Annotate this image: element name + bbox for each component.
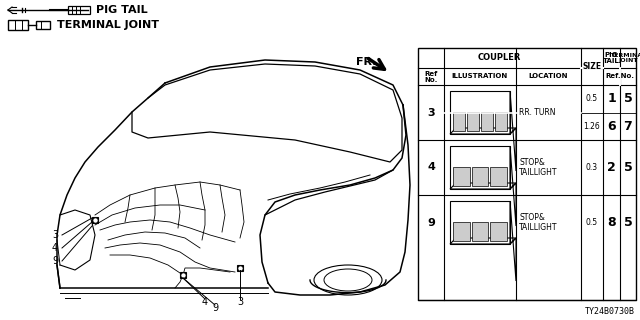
Text: 8: 8	[607, 216, 616, 229]
Text: 0.5: 0.5	[586, 94, 598, 103]
Bar	[450, 146, 510, 189]
Text: 6: 6	[607, 120, 616, 133]
Bar	[450, 91, 510, 134]
Text: 0.5: 0.5	[586, 218, 598, 227]
Text: 9: 9	[52, 256, 58, 266]
Text: 4: 4	[202, 297, 208, 307]
Text: STOP&
TAILLIGHT: STOP& TAILLIGHT	[519, 158, 557, 177]
Text: 1.26: 1.26	[584, 122, 600, 131]
Text: 0.3: 0.3	[586, 163, 598, 172]
Text: 5: 5	[623, 216, 632, 229]
Text: 3: 3	[52, 230, 58, 240]
Text: 7: 7	[623, 120, 632, 133]
Text: 1: 1	[607, 92, 616, 105]
Bar	[481, 112, 493, 131]
Bar	[495, 112, 507, 131]
Bar	[68, 6, 90, 14]
Bar	[453, 222, 470, 241]
Text: 4: 4	[52, 243, 58, 253]
Text: PIG TAIL: PIG TAIL	[96, 5, 148, 15]
Text: 5: 5	[623, 161, 632, 174]
Bar	[36, 21, 50, 29]
Text: 2: 2	[607, 161, 616, 174]
Text: LOCATION: LOCATION	[529, 74, 568, 79]
Text: SIZE: SIZE	[582, 62, 602, 71]
Bar	[450, 201, 510, 244]
Text: PIG
TAIL: PIG TAIL	[603, 52, 620, 64]
Text: TY24B0730B: TY24B0730B	[585, 307, 635, 316]
Text: 9: 9	[427, 218, 435, 228]
Text: RR. TURN: RR. TURN	[519, 108, 556, 117]
Bar	[472, 222, 488, 241]
Bar	[8, 20, 28, 30]
Text: STOP&
TAILLIGHT: STOP& TAILLIGHT	[519, 213, 557, 232]
Text: COUPLER: COUPLER	[478, 53, 521, 62]
Text: 4: 4	[427, 163, 435, 172]
Text: 3: 3	[427, 108, 435, 117]
Bar	[418, 48, 636, 300]
Text: TERMINAL
JOINT: TERMINAL JOINT	[610, 53, 640, 63]
Bar	[490, 167, 507, 186]
Bar	[237, 265, 243, 271]
Text: ILLUSTRATION: ILLUSTRATION	[452, 74, 508, 79]
Bar	[467, 112, 479, 131]
Bar	[472, 167, 488, 186]
Text: Ref.No.: Ref.No.	[605, 74, 634, 79]
Bar	[92, 217, 98, 223]
Bar	[490, 222, 507, 241]
Text: 5: 5	[623, 92, 632, 105]
Bar	[453, 167, 470, 186]
Text: Ref
No.: Ref No.	[424, 70, 438, 83]
Text: 9: 9	[212, 303, 218, 313]
Bar	[453, 112, 465, 131]
Bar	[180, 272, 186, 278]
Text: 3: 3	[237, 297, 243, 307]
Text: TERMINAL JOINT: TERMINAL JOINT	[57, 20, 159, 30]
Text: FR.: FR.	[356, 57, 376, 67]
